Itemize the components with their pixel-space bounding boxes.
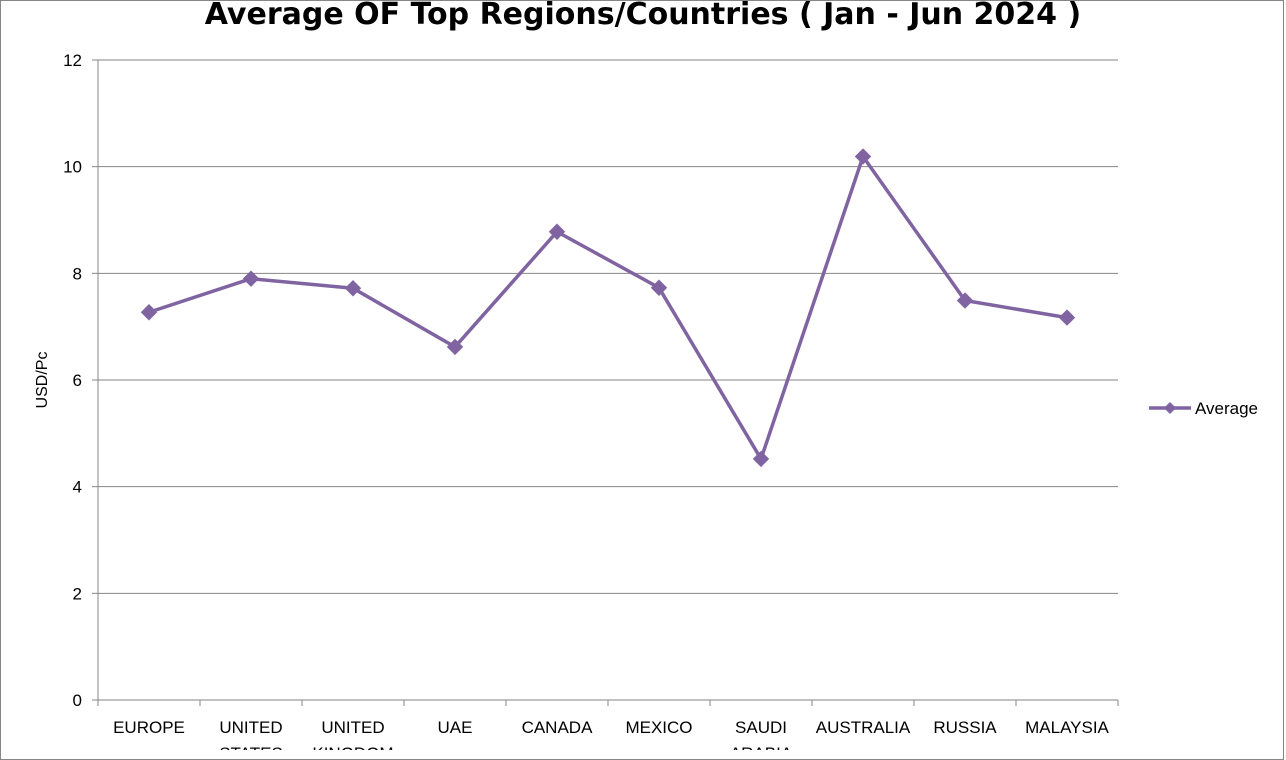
x-tick-label-7: AUSTRALIA <box>816 718 911 737</box>
y-tick-label-1: 2 <box>73 584 82 603</box>
chart-title: Average OF Top Regions/Countries ( Jan -… <box>205 0 1081 32</box>
x-tick-label-8: RUSSIA <box>933 718 997 737</box>
data-point-3 <box>446 338 464 356</box>
gridlines <box>98 59 1118 594</box>
y-tick-label-4: 8 <box>73 264 82 283</box>
y-tick-label-5: 10 <box>63 158 82 177</box>
legend-marker-0 <box>1164 402 1176 414</box>
legend: Average <box>1149 399 1258 418</box>
data-point-6 <box>752 450 770 468</box>
data-point-7 <box>854 148 872 165</box>
legend-label-0: Average <box>1195 399 1258 418</box>
x-tick-label-2: UNITEDKINGDOM <box>312 718 393 750</box>
y-axis-ticks: 0 2 4 6 8 10 12 <box>63 51 98 710</box>
data-point-2 <box>344 280 362 297</box>
x-tick-label-1: UNITEDSTATES <box>219 718 283 750</box>
series-layer <box>140 148 1076 468</box>
data-point-0 <box>140 304 158 321</box>
x-tick-label-0: EUROPE <box>113 718 185 737</box>
data-point-5 <box>650 279 668 296</box>
x-tick-label-6: SAUDIARABIA <box>730 718 793 750</box>
x-tick-label-3: UAE <box>438 718 473 737</box>
y-axis-label: USD/Pc <box>34 352 51 409</box>
series-line-0 <box>148 154 1068 461</box>
x-tick-label-9: MALAYSIA <box>1025 718 1109 737</box>
y-tick-label-3: 6 <box>73 371 82 390</box>
data-point-9 <box>1058 309 1076 326</box>
data-point-1 <box>242 270 260 287</box>
y-tick-label-0: 0 <box>73 691 82 710</box>
y-tick-label-6: 12 <box>63 51 82 70</box>
data-point-4 <box>548 223 566 240</box>
x-axis-ticks: EUROPE UNITEDSTATES UNITEDKINGDOM UAE CANADA… <box>97 700 1119 750</box>
x-tick-label-5: MEXICO <box>625 718 692 737</box>
x-tick-label-4: CANADA <box>522 718 594 737</box>
y-tick-label-2: 4 <box>73 478 82 497</box>
data-point-8 <box>956 292 974 309</box>
